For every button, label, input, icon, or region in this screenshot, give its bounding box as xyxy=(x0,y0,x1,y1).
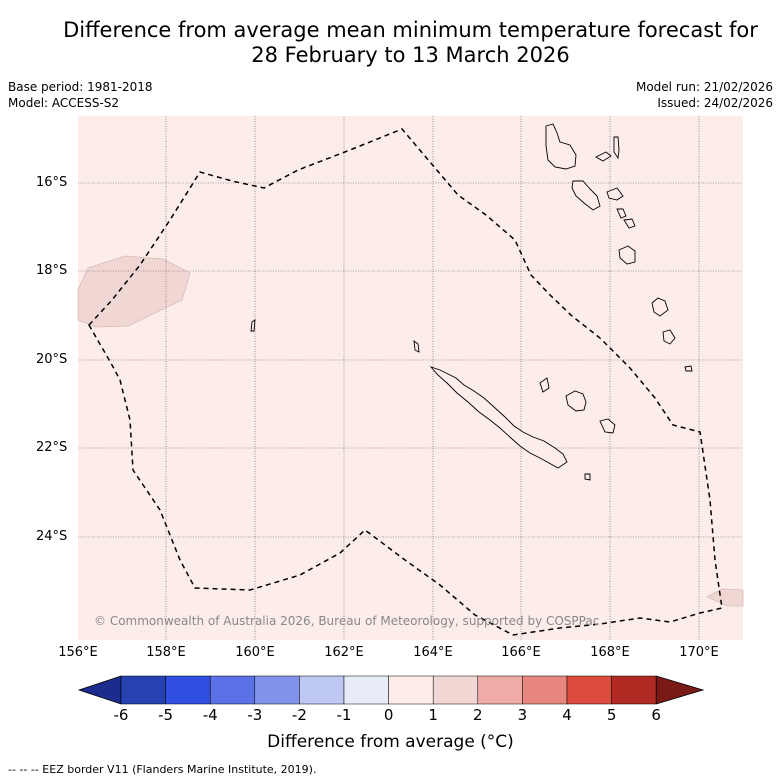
model-run: Model run: 21/02/2026 xyxy=(635,80,773,94)
colorbar-tick-label: 0 xyxy=(383,706,394,724)
colorbar-tick-label: -1 xyxy=(336,706,352,724)
coast-new-caledonia xyxy=(429,366,568,469)
lat-label-24s: 24°S xyxy=(36,529,68,544)
map-background xyxy=(78,116,743,640)
colorbar-tick-label: -5 xyxy=(158,706,174,724)
coast-ambae xyxy=(595,151,612,162)
coast-ile-des-pins xyxy=(584,473,591,481)
coast-tanna xyxy=(662,329,676,345)
coast-shepherd xyxy=(623,218,636,229)
meta-right: Model run: 21/02/2026 Issued: 24/02/2026 xyxy=(636,79,773,111)
colorbar-tick-label: 1 xyxy=(428,706,438,724)
coast-pentecost xyxy=(606,187,624,201)
coast-ouvea xyxy=(539,377,550,393)
lon-label-164e: 164°E xyxy=(413,645,453,660)
anomaly-patch-east xyxy=(706,588,744,607)
colorbar-segment xyxy=(343,675,389,705)
eez-legend: -- -- -- EEZ border V11 (Flanders Marine… xyxy=(8,763,317,776)
lon-label-156e: 156°E xyxy=(58,645,98,660)
colorbar-tick-label: 3 xyxy=(517,706,528,724)
coast-loyalty-lifou xyxy=(565,390,587,412)
coast-epi xyxy=(616,208,627,219)
colorbar-tick-label: 6 xyxy=(651,706,661,724)
anomaly-patch-west xyxy=(77,255,191,328)
colorbar-tick-label: -4 xyxy=(202,706,218,724)
colorbar-segment xyxy=(299,675,345,705)
colorbar-segment xyxy=(611,675,657,705)
lon-label-170e: 170°E xyxy=(679,645,719,660)
coast-erromango xyxy=(651,297,669,317)
chart-title: Difference from average mean minimum tem… xyxy=(0,18,781,68)
coast-chesterfield xyxy=(250,319,256,332)
coast-loyalty-mare xyxy=(599,418,616,434)
coast-belep xyxy=(413,340,420,353)
coast-efate xyxy=(618,245,636,265)
lon-label-166e: 166°E xyxy=(501,645,541,660)
colorbar-segment xyxy=(254,675,300,705)
colorbar xyxy=(77,675,705,705)
colorbar-tick-label: -2 xyxy=(291,706,307,724)
title-line-2: 28 February to 13 March 2026 xyxy=(251,43,570,67)
copyright-notice: © Commonwealth of Australia 2026, Bureau… xyxy=(94,614,600,628)
lon-label-168e: 168°E xyxy=(590,645,630,660)
colorbar-segment xyxy=(388,675,434,705)
colorbar-tick-label: 5 xyxy=(606,706,617,724)
colorbar-tick-label: 2 xyxy=(473,706,483,724)
title-line-1: Difference from average mean minimum tem… xyxy=(63,18,758,42)
colorbar-tick-label: -6 xyxy=(113,706,129,724)
colorbar-segment xyxy=(566,675,612,705)
colorbar-tick-label: 4 xyxy=(562,706,572,724)
model-name: Model: ACCESS-S2 xyxy=(8,96,120,110)
eez-border xyxy=(88,128,723,636)
lat-label-22s: 22°S xyxy=(36,440,68,455)
coast-aneityum xyxy=(684,365,693,372)
coast-espiritu-santo xyxy=(545,123,577,170)
lon-label-162e: 162°E xyxy=(324,645,364,660)
colorbar-tick-label: -3 xyxy=(247,706,263,724)
colorbar-arrow-high xyxy=(655,675,705,705)
lat-label-16s: 16°S xyxy=(36,175,68,190)
lon-label-160e: 160°E xyxy=(235,645,275,660)
issued-date: Issued: 24/02/2026 xyxy=(657,96,773,110)
meta-left: Base period: 1981-2018 Model: ACCESS-S2 xyxy=(8,79,153,111)
colorbar-title: Difference from average (°C) xyxy=(267,732,514,752)
colorbar-segment xyxy=(522,675,568,705)
lat-label-20s: 20°S xyxy=(36,352,68,367)
colorbar-segment xyxy=(432,675,479,705)
gridlines xyxy=(78,116,743,640)
base-period: Base period: 1981-2018 xyxy=(8,80,153,94)
coast-malakula xyxy=(571,180,601,211)
coastlines xyxy=(250,123,693,481)
coast-maewo xyxy=(613,136,620,160)
lat-label-18s: 18°S xyxy=(36,263,68,278)
colorbar-segment xyxy=(477,675,523,705)
colorbar-arrow-low xyxy=(77,675,122,705)
lon-label-158e: 158°E xyxy=(146,645,186,660)
colorbar-segment xyxy=(120,675,166,705)
colorbar-segment xyxy=(209,675,256,705)
colorbar-segment xyxy=(165,675,211,705)
